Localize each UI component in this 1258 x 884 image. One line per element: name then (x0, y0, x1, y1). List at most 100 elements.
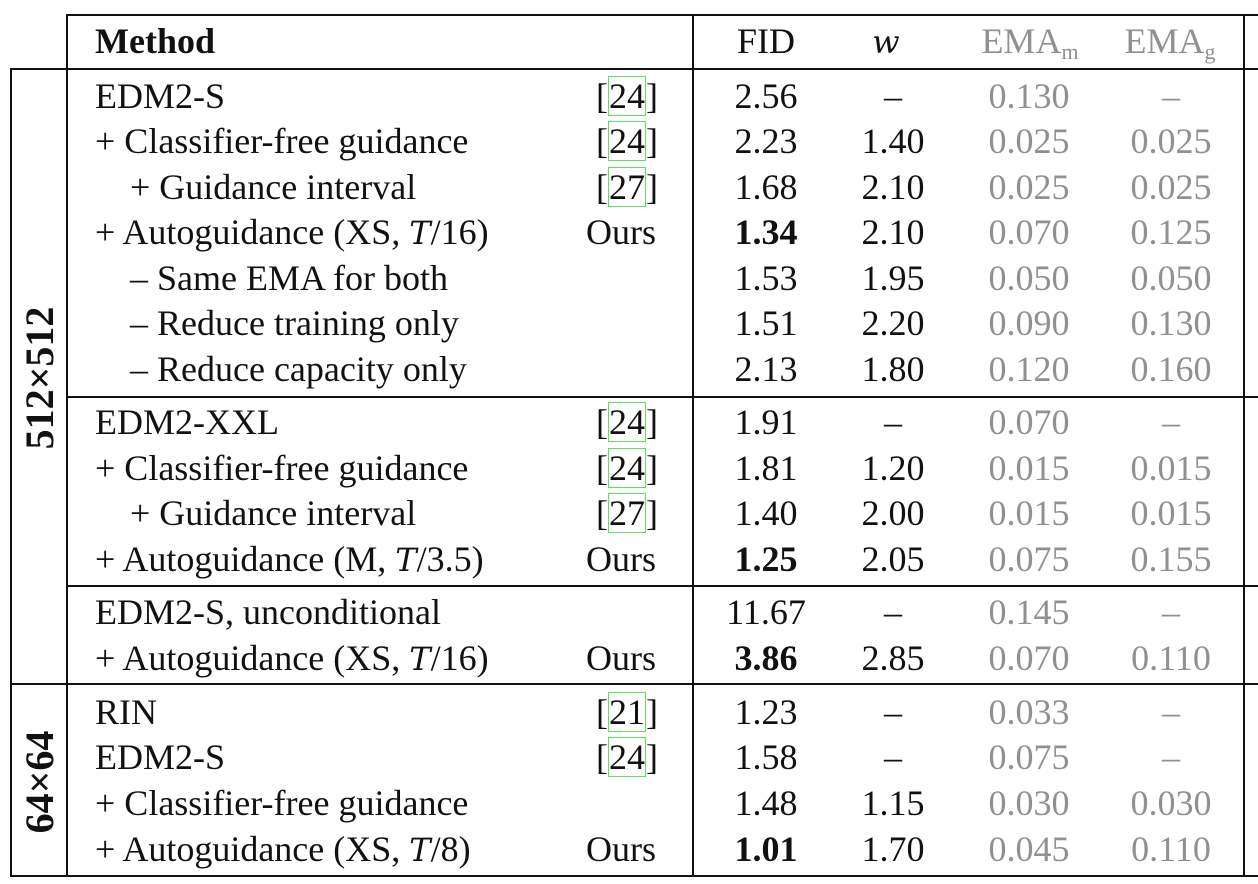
citation-link[interactable]: [24] (596, 121, 658, 161)
citation-number[interactable]: 24 (608, 448, 646, 488)
ema-m-cell: 0.070 (988, 212, 1070, 252)
fid-cell: 1.81 (734, 448, 798, 488)
ema-m-cell: 0.070 (988, 638, 1070, 678)
citation-number[interactable]: 24 (608, 402, 646, 442)
method-name: + Autoguidance (XS, T/16) (95, 640, 489, 677)
citation-link[interactable]: [27] (596, 493, 658, 533)
fid-cell: 1.48 (734, 783, 798, 823)
method-text: + Autoguidance (M, (95, 539, 396, 579)
method-text: – Reduce training only (130, 303, 459, 343)
fid-cell: 1.58 (734, 737, 798, 777)
citation-link[interactable]: [24] (596, 402, 658, 442)
group-rule-1 (66, 396, 1258, 398)
fid-cell: 2.23 (734, 121, 798, 161)
ema-g-cell: 0.110 (1131, 638, 1211, 678)
table-row: + Classifier-free guidance [24] 2.23 1.40 0.… (0, 121, 1258, 167)
ema-g-cell: – (1162, 592, 1180, 632)
ema-g-cell: – (1162, 692, 1180, 732)
method-text: EDM2-S (95, 76, 226, 116)
method-text: RIN (95, 692, 157, 732)
citation-number[interactable]: 27 (608, 167, 646, 207)
method-math-var: T (409, 214, 431, 252)
method-name: EDM2-S (95, 739, 225, 775)
ours-label: Ours (586, 638, 656, 678)
method-name: – Reduce training only (130, 305, 459, 341)
table-row: + Guidance interval [27] 1.40 2.00 0.015 0.01… (0, 493, 1258, 539)
method-math-tail: /16) (430, 638, 489, 678)
ema-m-cell: 0.070 (988, 402, 1070, 442)
ema-g-cell: 0.155 (1130, 539, 1212, 579)
table-row: RIN [21] 1.23 – 0.033 – (0, 692, 1258, 738)
method-name: + Autoguidance (XS, T/8) (95, 831, 471, 868)
w-cell: 1.15 (861, 783, 925, 823)
ours-label: Ours (586, 539, 656, 579)
ema-m-cell: 0.120 (988, 349, 1070, 389)
side-label-border (66, 14, 68, 877)
w-cell: 2.20 (861, 303, 925, 343)
citation-bracket-close: ] (646, 692, 658, 732)
w-cell: – (884, 402, 902, 442)
ema-g-cell: 0.050 (1130, 258, 1212, 298)
table-row: + Autoguidance (XS, T/16) Ours 3.86 2.85 0.0… (0, 640, 1258, 684)
header-row: Method FID w EMAm EMAg (0, 23, 1258, 67)
fid-cell: 2.56 (734, 76, 798, 116)
method-math-tail: /3.5) (416, 539, 484, 579)
ours-label: Ours (586, 829, 656, 869)
method-text: EDM2-XXL (95, 402, 279, 442)
method-name: EDM2-XXL (95, 404, 279, 440)
method-text: + Classifier-free guidance (95, 121, 469, 161)
fid-cell: 1.34 (734, 212, 798, 252)
citation-bracket-close: ] (646, 121, 658, 161)
citation-bracket-close: ] (646, 76, 658, 116)
ema-m-cell: 0.025 (988, 167, 1070, 207)
method-fid-border (692, 14, 694, 877)
table-row: EDM2-S, unconditional 11.67 – 0.145 – (0, 594, 1258, 638)
citation-bracket-close: ] (646, 167, 658, 207)
method-name: + Classifier-free guidance (95, 123, 468, 159)
ema-m-cell: 0.050 (988, 258, 1070, 298)
citation-number[interactable]: 24 (608, 121, 646, 161)
table-row: EDM2-S [24] 2.56 – 0.130 – (0, 76, 1258, 122)
bottom-rule (12, 875, 1258, 877)
citation-link[interactable]: [24] (596, 76, 658, 116)
citation-link[interactable]: [21] (596, 692, 658, 732)
method-text: + Classifier-free guidance (95, 783, 469, 823)
method-name: + Guidance interval (130, 495, 416, 531)
w-cell: – (884, 692, 902, 732)
header-ema-g: EMAg (1125, 23, 1216, 63)
table-row: + Guidance interval [27] 1.68 2.10 0.025 0.02… (0, 167, 1258, 213)
citation-link[interactable]: [27] (596, 167, 658, 207)
ema-g-cell: 0.160 (1130, 349, 1212, 389)
citation-link[interactable]: [24] (596, 737, 658, 777)
w-cell: 2.05 (861, 539, 925, 579)
w-cell: 2.85 (861, 638, 925, 678)
method-text: – Reduce capacity only (130, 349, 467, 389)
right-border (1243, 14, 1245, 877)
ema-g-cell: 0.130 (1130, 303, 1212, 343)
fid-cell: 11.67 (726, 592, 806, 632)
citation-link[interactable]: [24] (596, 448, 658, 488)
table-row: + Classifier-free guidance [24] 1.81 1.20 0.… (0, 448, 1258, 494)
method-text: + Autoguidance (XS, (95, 829, 410, 869)
citation-bracket-open: [ (596, 167, 608, 207)
citation-number[interactable]: 21 (608, 692, 646, 732)
method-name: EDM2-S (95, 78, 225, 114)
ema-m-cell: 0.145 (988, 592, 1070, 632)
table-row: – Same EMA for both 1.53 1.95 0.050 0.050 (0, 260, 1258, 304)
citation-bracket-open: [ (596, 402, 608, 442)
ema-m-cell: 0.075 (988, 737, 1070, 777)
citation-number[interactable]: 27 (608, 493, 646, 533)
group-rule-2 (66, 585, 1258, 587)
citation-bracket-open: [ (596, 448, 608, 488)
ema-g-cell: 0.110 (1131, 829, 1211, 869)
citation-number[interactable]: 24 (608, 76, 646, 116)
w-cell: 2.00 (861, 493, 925, 533)
table-row: + Autoguidance (XS, T/16) Ours 1.34 2.10 0.0… (0, 214, 1258, 258)
method-text: EDM2-S, unconditional (95, 592, 441, 632)
citation-number[interactable]: 24 (608, 737, 646, 777)
method-name: + Classifier-free guidance (95, 785, 468, 821)
ema-m-cell: 0.075 (988, 539, 1070, 579)
w-cell: 1.40 (861, 121, 925, 161)
w-cell: 1.80 (861, 349, 925, 389)
method-math-tail: /8) (430, 829, 471, 869)
